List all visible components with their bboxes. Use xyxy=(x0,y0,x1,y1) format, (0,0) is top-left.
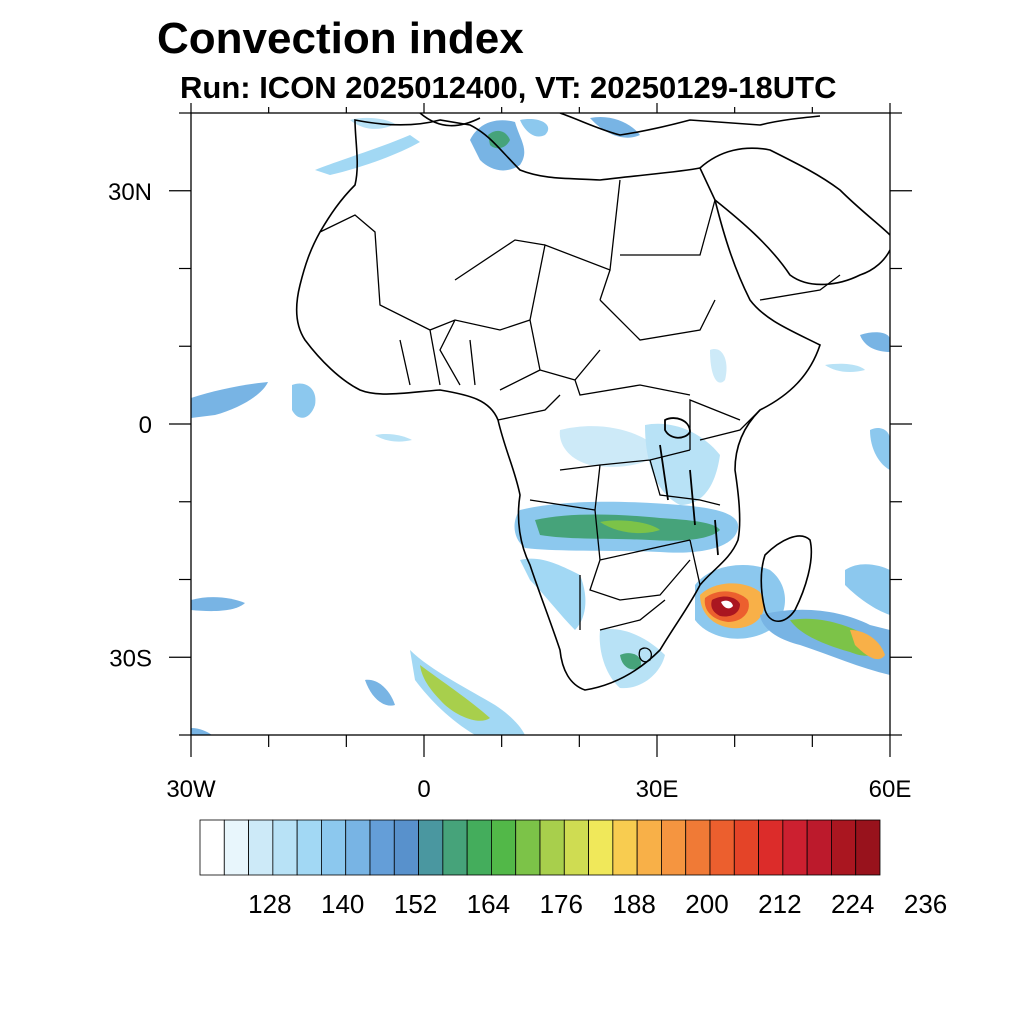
madagascar-coastline xyxy=(760,535,813,623)
colorbar-swatch xyxy=(466,819,492,876)
east-africa-lakes xyxy=(659,417,719,556)
y-tick-label: 30S xyxy=(109,645,152,672)
colorbar-swatch xyxy=(661,819,687,876)
field-patch xyxy=(850,630,885,660)
convection-field xyxy=(191,116,890,735)
colorbar-swatch xyxy=(223,819,249,876)
colorbar-swatch xyxy=(369,819,395,876)
colorbar-swatch xyxy=(855,819,881,876)
arabia-coastline xyxy=(699,147,890,286)
colorbar-label: 200 xyxy=(685,889,728,919)
colorbar-swatch xyxy=(563,819,589,876)
colorbar-swatch xyxy=(685,819,711,876)
field-patch xyxy=(590,116,640,138)
colorbar-swatch xyxy=(588,819,614,876)
x-tick-label: 60E xyxy=(869,776,912,803)
colorbar-label: 152 xyxy=(394,889,437,919)
colorbar-swatch xyxy=(491,819,517,876)
colorbar-swatch xyxy=(539,819,565,876)
field-patch xyxy=(845,564,890,615)
colorbar-swatch xyxy=(296,819,322,876)
field-patch xyxy=(410,650,525,735)
colorbar-swatch xyxy=(199,819,225,876)
field-patch xyxy=(520,119,549,137)
chart-subtitle: Run: ICON 2025012400, VT: 20250129-18UTC xyxy=(180,70,837,105)
colorbar-label: 188 xyxy=(612,889,655,919)
colorbar-swatch xyxy=(418,819,444,876)
x-tick-label: 0 xyxy=(417,776,430,803)
colorbar-swatch xyxy=(248,819,274,876)
x-tick-label: 30W xyxy=(166,776,216,803)
colorbar-swatch xyxy=(393,819,419,876)
colorbar-swatch xyxy=(782,819,808,876)
field-patch xyxy=(191,597,245,612)
field-patch xyxy=(870,428,890,470)
coastlines xyxy=(295,113,890,691)
field-patch xyxy=(420,665,490,721)
colorbar-swatch xyxy=(636,819,662,876)
field-patch xyxy=(721,600,733,609)
field-patch xyxy=(825,363,865,373)
field-patch xyxy=(860,332,890,352)
colorbar-labels: 128 140 152 164 176 188 200 212 224 236 xyxy=(248,889,947,919)
field-patch xyxy=(191,382,268,418)
field-patch xyxy=(488,130,510,149)
field-patch xyxy=(520,558,586,630)
africa-coastline xyxy=(295,119,821,691)
field-patch xyxy=(365,679,395,706)
colorbar-swatch xyxy=(758,819,784,876)
field-patch xyxy=(600,520,660,534)
colorbar-swatch xyxy=(612,819,638,876)
colorbar-label: 212 xyxy=(758,889,801,919)
colorbar-swatch xyxy=(831,819,857,876)
colorbar-label: 224 xyxy=(831,889,874,919)
colorbar-swatch xyxy=(345,819,371,876)
field-patch xyxy=(191,728,212,735)
field-patch xyxy=(559,426,660,467)
colorbar-swatch xyxy=(272,819,298,876)
field-patch xyxy=(790,618,877,656)
colorbar-swatch xyxy=(442,819,468,876)
field-patch xyxy=(375,433,412,442)
axis-ticks xyxy=(169,103,912,757)
colorbar-swatch xyxy=(709,819,735,876)
colorbar-label: 140 xyxy=(321,889,364,919)
x-tick-label: 30E xyxy=(636,776,679,803)
colorbar-label: 128 xyxy=(248,889,291,919)
map-frame xyxy=(190,112,891,736)
colorbar-swatch xyxy=(515,819,541,876)
colorbar-label: 236 xyxy=(904,889,947,919)
colorbar-label: 164 xyxy=(467,889,510,919)
colorbar xyxy=(199,819,881,876)
y-tick-label: 30N xyxy=(108,179,152,206)
axis-tick-labels: 30W 0 30E 60E 30N 0 30S xyxy=(108,179,911,803)
europe-coastline xyxy=(419,113,821,136)
colorbar-swatch xyxy=(321,819,347,876)
chart-title: Convection index xyxy=(157,14,524,63)
field-patch xyxy=(315,135,420,175)
colorbar-swatch xyxy=(806,819,832,876)
colorbar-label: 176 xyxy=(540,889,583,919)
colorbar-swatch xyxy=(733,819,759,876)
country-borders xyxy=(319,179,841,663)
field-patch xyxy=(620,653,641,670)
field-patch xyxy=(710,349,727,383)
field-patch xyxy=(645,423,720,505)
y-tick-label: 0 xyxy=(139,412,152,439)
field-patch xyxy=(292,383,316,418)
